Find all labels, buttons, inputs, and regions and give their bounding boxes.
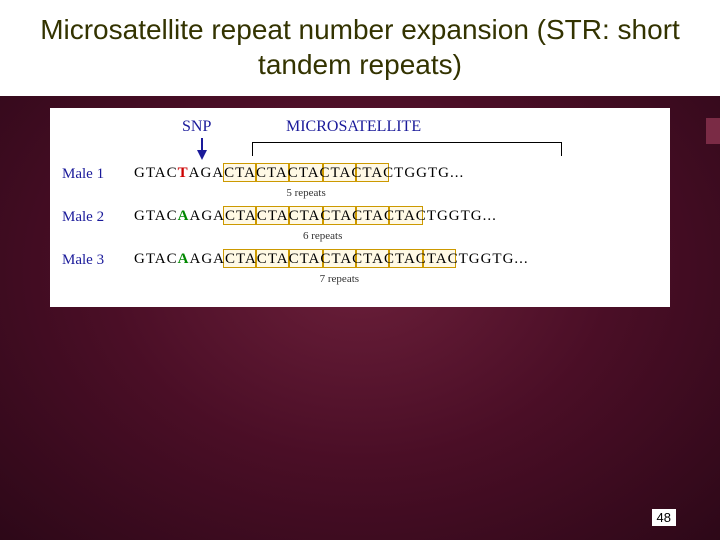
page-number: 48: [652, 509, 676, 526]
snp-base: A: [178, 208, 190, 224]
sequence-wrap: GTACTAGACTACTACTACTACTACTGGTG...: [134, 164, 464, 182]
row-label: Male 3: [62, 250, 134, 269]
sequence-text: GTACTAGACTACTACTACTACTACTGGTG...: [134, 165, 464, 181]
seq-prefix: GTAC: [134, 208, 178, 224]
sequence-wrap: GTACAAGACTACTACTACTACTACTACTGGTG...: [134, 207, 497, 225]
seq-prefix: GTAC: [134, 165, 178, 181]
seq-repeats: CTACTACTACTACTA: [224, 165, 383, 181]
snp-base: A: [178, 251, 190, 267]
sequence-row: Male 1GTACTAGACTACTACTACTACTACTGGTG...: [62, 164, 658, 183]
seq-repeats: CTACTACTACTACTACTACTA: [225, 251, 448, 267]
snp-base: T: [178, 165, 189, 181]
title-area: Microsatellite repeat number expansion (…: [0, 0, 720, 96]
sequence-text: GTACAAGACTACTACTACTACTACTACTGGTG...: [134, 208, 497, 224]
slide-title: Microsatellite repeat number expansion (…: [30, 12, 690, 82]
seq-repeats: CTACTACTACTACTACTA: [225, 208, 416, 224]
row-label: Male 2: [62, 207, 134, 226]
sequence-wrap: GTACAAGACTACTACTACTACTACTACTACTGGTG...: [134, 250, 529, 268]
sequence-text: GTACAAGACTACTACTACTACTACTACTACTGGTG...: [134, 251, 529, 267]
sequence-diagram: SNP MICROSATELLITE Male 1GTACTAGACTACTAC…: [50, 108, 670, 307]
sequence-rows: Male 1GTACTAGACTACTACTACTACTACTGGTG...5 …: [62, 164, 658, 285]
seq-suffix: CTGGTG...: [448, 251, 529, 267]
snp-header-label: SNP: [182, 118, 211, 136]
seq-mid: AGA: [189, 165, 225, 181]
seq-suffix: CTGGTG...: [416, 208, 497, 224]
snp-arrow-icon: [194, 138, 210, 160]
diagram-headers: SNP MICROSATELLITE: [62, 118, 658, 158]
repeat-caption: 7 repeats: [223, 273, 456, 285]
sequence-row: Male 2GTACAAGACTACTACTACTACTACTACTGGTG..…: [62, 207, 658, 226]
slide-accent: [706, 118, 720, 144]
microsatellite-bracket: [252, 142, 562, 156]
seq-mid: AGA: [189, 208, 225, 224]
row-label: Male 1: [62, 164, 134, 183]
repeat-caption: 6 repeats: [223, 230, 423, 242]
microsatellite-header-label: MICROSATELLITE: [286, 118, 421, 136]
seq-mid: AGA: [189, 251, 225, 267]
repeat-caption: 5 repeats: [223, 187, 390, 199]
sequence-row: Male 3GTACAAGACTACTACTACTACTACTACTACTGGT…: [62, 250, 658, 269]
seq-prefix: GTAC: [134, 251, 178, 267]
seq-suffix: CTGGTG...: [383, 165, 464, 181]
